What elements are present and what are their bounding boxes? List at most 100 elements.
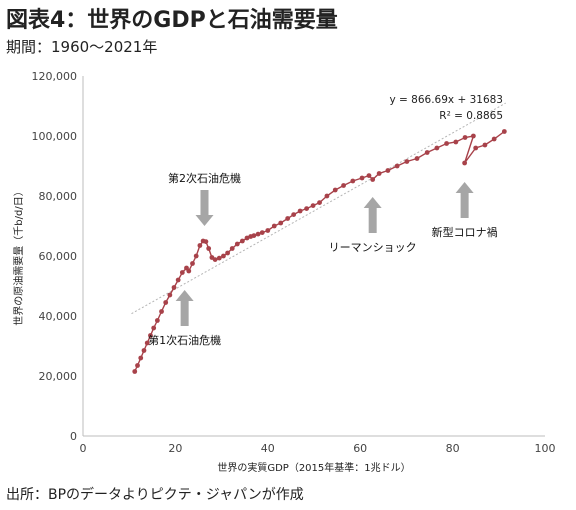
y-tick-label: 120,000 [32, 70, 78, 83]
data-point [473, 145, 479, 151]
annotation-arrow [175, 290, 194, 326]
data-point [239, 238, 245, 244]
chart-title: 図表4：世界のGDPと石油需要量 [6, 8, 338, 33]
x-tick-label: 80 [446, 442, 460, 455]
data-point [148, 333, 153, 338]
data-point [434, 145, 440, 151]
chart-period: 期間：1960～2021年 [6, 38, 158, 56]
data-point [179, 270, 185, 275]
data-point [385, 168, 391, 173]
trend-r2: R² = 0.8865 [439, 110, 503, 122]
data-point [190, 261, 195, 266]
annotation: 第2次石油危機 [168, 171, 241, 226]
data-point [259, 230, 265, 236]
y-tick-labels: 0 20,000 40,000 60,000 80,000 100,000 120,000 [32, 70, 78, 443]
x-tick-label: 60 [353, 442, 367, 455]
data-point [304, 206, 310, 212]
data-point [221, 253, 226, 259]
trend-line [131, 102, 506, 315]
y-tick-label: 100,000 [32, 130, 78, 143]
y-tick-label: 20,000 [39, 370, 78, 383]
data-point [491, 136, 497, 142]
data-point [470, 133, 476, 139]
annotation-label: 第2次石油危機 [168, 171, 241, 185]
annotation: リーマンショック [329, 197, 417, 254]
data-point [359, 175, 365, 181]
annotation-label: 第1次石油危機 [148, 333, 221, 347]
annotation-label: リーマンショック [329, 241, 417, 254]
data-point [310, 203, 316, 209]
data-point [324, 193, 330, 199]
data-point [244, 235, 250, 241]
data-point [278, 220, 284, 226]
data-point [132, 369, 138, 374]
data-point [154, 318, 160, 323]
x-axis-label: 世界の実質GDP（2015年基準：1兆ドル） [217, 461, 410, 474]
data-point [482, 142, 488, 148]
data-point [175, 277, 181, 283]
series-points [132, 129, 507, 374]
data-point [297, 208, 303, 214]
data-point [376, 171, 382, 176]
data-point [394, 163, 400, 169]
annotation-arrow [195, 190, 214, 226]
y-tick-label: 80,000 [39, 190, 78, 203]
data-point [414, 156, 420, 161]
data-point [255, 231, 261, 237]
y-tick-label: 40,000 [39, 310, 78, 323]
data-point [424, 150, 430, 155]
annotation: 新型コロナ禍 [432, 182, 498, 239]
data-point [163, 300, 169, 305]
data-point [332, 187, 338, 193]
data-point [251, 233, 257, 239]
data-point [404, 159, 410, 164]
data-point [186, 268, 192, 274]
y-axis-label: 世界の原油需要量（千b/d/日） [12, 186, 25, 325]
data-point [171, 285, 177, 290]
data-point [234, 241, 240, 247]
annotation-arrow [455, 182, 474, 218]
data-point [291, 212, 297, 218]
data-point [151, 325, 157, 331]
data-point [144, 340, 150, 346]
data-point [444, 141, 449, 146]
annotation-label: 新型コロナ禍 [432, 225, 498, 239]
data-point [366, 173, 372, 179]
data-point [216, 255, 222, 261]
data-point [370, 177, 376, 182]
data-point [462, 135, 468, 140]
x-tick-label: 40 [261, 442, 275, 455]
data-point [341, 183, 346, 188]
data-point [271, 223, 277, 229]
trend-equation: y = 866.69x + 31683 [389, 94, 503, 106]
annotation-arrow [363, 197, 382, 233]
y-tick-label: 0 [70, 430, 77, 443]
x-tick-labels: 0 20 40 60 80 100 [80, 442, 556, 455]
x-tick-label: 0 [80, 442, 87, 455]
data-point [167, 292, 173, 298]
data-point [317, 200, 322, 206]
data-point [197, 243, 203, 248]
y-tick-label: 60,000 [39, 250, 78, 263]
data-point [206, 246, 212, 251]
data-point [203, 239, 209, 245]
data-point [141, 348, 147, 353]
annotation: 第1次石油危機 [148, 290, 221, 347]
data-point [285, 216, 291, 221]
data-point [193, 253, 199, 259]
data-point [159, 309, 164, 314]
x-tick-label: 20 [168, 442, 182, 455]
data-point [350, 178, 356, 184]
x-tick-label: 100 [535, 442, 556, 455]
data-point [212, 257, 218, 262]
data-point [229, 246, 235, 251]
data-point [135, 363, 140, 368]
data-point [225, 250, 231, 256]
data-point [138, 355, 144, 361]
data-point [265, 228, 271, 233]
data-point [501, 129, 507, 134]
source-note: 出所：BPのデータよりピクテ・ジャパンが作成 [6, 487, 304, 503]
data-point [462, 160, 468, 166]
